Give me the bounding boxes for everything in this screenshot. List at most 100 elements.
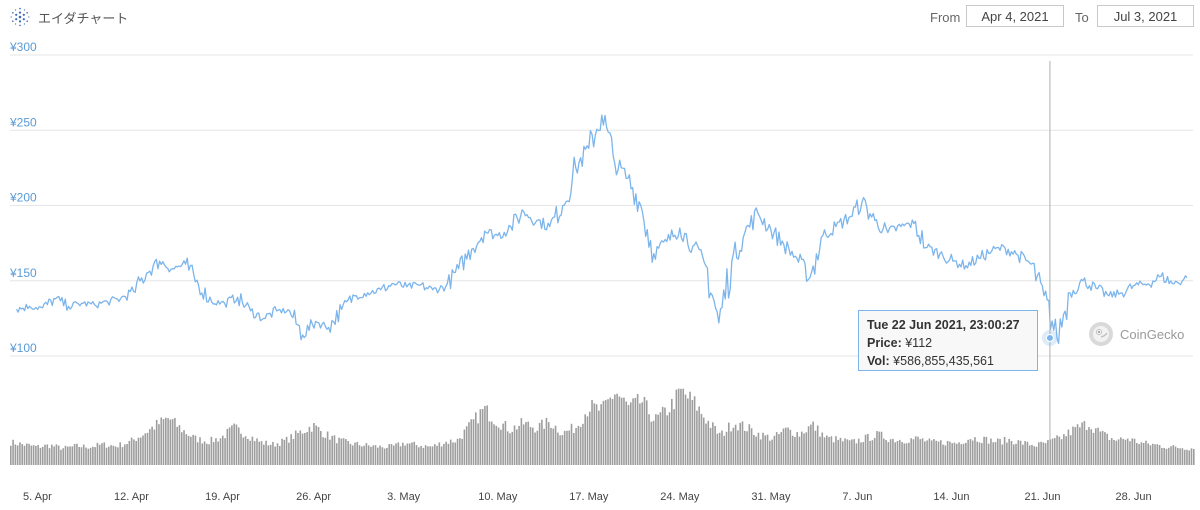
volume-bar — [162, 419, 165, 465]
price-line[interactable] — [15, 114, 1188, 344]
volume-bar — [1063, 434, 1065, 465]
volume-bar — [814, 430, 817, 465]
volume-bar — [933, 439, 935, 465]
volume-bar — [456, 438, 459, 465]
chart-header: エイダチャート From To — [0, 0, 1200, 36]
volume-bar — [128, 441, 131, 465]
coingecko-credit[interactable]: CoinGecko — [1088, 321, 1184, 347]
volume-bar — [1051, 438, 1054, 465]
volume-bar — [661, 406, 664, 465]
volume-bar — [470, 419, 473, 465]
to-date-input[interactable] — [1097, 5, 1194, 27]
volume-bar — [985, 436, 988, 465]
volume-bar — [217, 441, 220, 465]
x-tick-label: 24. May — [660, 491, 700, 503]
volume-bars — [10, 388, 1195, 465]
volume-bar — [1019, 440, 1022, 465]
volume-bar — [935, 440, 938, 465]
volume-bar — [297, 432, 299, 465]
volume-bar — [187, 435, 190, 465]
volume-bar — [730, 431, 732, 465]
volume-bar — [465, 426, 468, 465]
volume-bar — [306, 432, 308, 465]
volume-bar — [974, 437, 976, 465]
volume-bar — [149, 429, 151, 465]
volume-bar — [746, 431, 748, 465]
volume-bar — [830, 436, 833, 465]
volume-bar — [1022, 444, 1024, 465]
volume-bar — [573, 433, 575, 465]
volume-bar — [798, 436, 801, 465]
volume-bar — [404, 445, 406, 465]
volume-bar — [48, 448, 51, 465]
volume-bar — [244, 436, 247, 465]
volume-bar — [105, 447, 108, 465]
price-series[interactable] — [15, 114, 1188, 344]
volume-bar — [1170, 446, 1172, 465]
volume-bar — [912, 439, 915, 465]
volume-bar — [263, 444, 265, 465]
volume-bar — [165, 417, 167, 465]
volume-bar — [383, 448, 386, 465]
volume-bar — [315, 425, 318, 465]
volume-bar — [1085, 429, 1088, 465]
volume-bar — [94, 447, 96, 465]
volume-bar — [126, 443, 128, 465]
volume-bar — [333, 435, 336, 465]
volume-bar — [762, 432, 764, 465]
tooltip-price-value: ¥112 — [905, 336, 933, 350]
volume-bar — [226, 428, 229, 465]
volume-bar — [301, 433, 304, 465]
volume-bar — [1012, 444, 1015, 465]
volume-bar — [1154, 444, 1156, 465]
volume-bar — [723, 435, 726, 465]
volume-bar — [816, 425, 819, 465]
volume-bar — [1047, 440, 1049, 465]
volume-bar — [235, 424, 238, 465]
volume-bar — [390, 444, 393, 465]
volume-bar — [837, 439, 840, 465]
brand: エイダチャート — [10, 7, 128, 27]
volume-bar — [718, 432, 721, 465]
volume-bar — [440, 446, 443, 465]
volume-bar — [251, 436, 254, 465]
volume-bar — [803, 433, 805, 465]
volume-bar — [1177, 448, 1179, 465]
volume-bar — [185, 434, 188, 465]
volume-bar — [422, 447, 425, 465]
volume-bar — [1060, 439, 1063, 465]
from-date-input[interactable] — [966, 5, 1064, 27]
volume-bar — [702, 417, 705, 465]
volume-bar — [949, 441, 951, 465]
volume-bar — [534, 432, 536, 465]
volume-bar — [568, 430, 571, 465]
volume-bar — [354, 442, 356, 465]
volume-bar — [130, 437, 133, 465]
volume-bar — [82, 444, 85, 465]
volume-bar — [76, 443, 78, 465]
volume-bar — [889, 439, 892, 465]
volume-bar — [178, 425, 181, 465]
volume-bar — [604, 400, 607, 465]
volume-bar — [415, 445, 418, 465]
volume-bar — [577, 425, 580, 465]
volume-bar — [1028, 445, 1031, 465]
volume-bar — [623, 397, 625, 465]
volume-bar — [242, 437, 245, 465]
y-tick-label: ¥300 — [9, 40, 37, 54]
volume-bar — [146, 432, 149, 465]
volume-bar — [484, 406, 486, 465]
volume-bar — [769, 440, 771, 465]
volume-bar — [142, 435, 144, 465]
volume-bar — [693, 396, 696, 465]
volume-bar — [962, 443, 965, 465]
x-tick-label: 31. May — [751, 491, 791, 503]
volume-bar — [616, 393, 618, 465]
volume-bar — [356, 441, 359, 465]
volume-bar — [750, 428, 753, 465]
volume-bar — [848, 440, 851, 465]
volume-bar — [1090, 429, 1093, 465]
volume-bar — [823, 437, 826, 465]
volume-bar — [308, 426, 311, 465]
